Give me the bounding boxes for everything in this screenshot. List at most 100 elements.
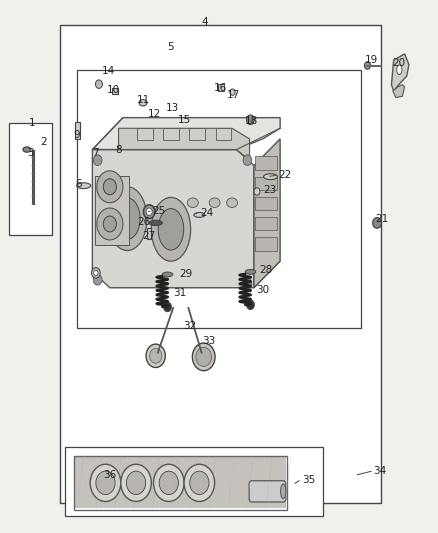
Polygon shape — [254, 139, 280, 288]
Bar — [10, 123, 52, 235]
Text: 28: 28 — [260, 265, 273, 275]
Bar — [255, 237, 277, 251]
Circle shape — [247, 115, 254, 125]
Bar — [60, 25, 381, 503]
Bar — [95, 176, 130, 245]
Ellipse shape — [245, 269, 256, 274]
Text: 35: 35 — [302, 475, 315, 485]
Circle shape — [96, 471, 115, 495]
Bar — [74, 456, 287, 510]
Ellipse shape — [162, 272, 173, 277]
FancyBboxPatch shape — [249, 481, 286, 502]
Circle shape — [103, 216, 117, 232]
Circle shape — [254, 188, 260, 195]
Text: 3: 3 — [27, 148, 34, 158]
Text: 10: 10 — [107, 85, 120, 95]
Text: 24: 24 — [200, 208, 213, 218]
Circle shape — [127, 471, 146, 495]
Text: 29: 29 — [180, 269, 193, 279]
Bar — [189, 128, 205, 140]
Circle shape — [97, 171, 123, 203]
Ellipse shape — [397, 65, 402, 75]
Circle shape — [184, 464, 215, 502]
Text: 30: 30 — [256, 285, 269, 295]
Text: 22: 22 — [278, 170, 291, 180]
Circle shape — [90, 464, 121, 502]
Text: 23: 23 — [263, 185, 276, 195]
Text: 18: 18 — [245, 116, 258, 126]
Bar — [255, 217, 277, 230]
Text: 14: 14 — [102, 67, 115, 76]
Ellipse shape — [187, 198, 198, 207]
Text: 26: 26 — [137, 217, 151, 227]
Text: 8: 8 — [115, 144, 122, 155]
Bar — [163, 128, 179, 140]
Ellipse shape — [264, 174, 278, 180]
Ellipse shape — [209, 198, 220, 207]
Bar — [255, 197, 277, 210]
Text: 16: 16 — [214, 83, 227, 93]
Circle shape — [93, 274, 102, 285]
Text: 9: 9 — [73, 130, 80, 140]
Text: 20: 20 — [392, 59, 406, 68]
Circle shape — [146, 208, 152, 215]
Circle shape — [190, 471, 209, 495]
Circle shape — [103, 179, 117, 195]
Text: 36: 36 — [103, 470, 117, 480]
Text: 34: 34 — [373, 466, 386, 475]
Circle shape — [121, 464, 151, 502]
Bar — [112, 88, 118, 94]
Circle shape — [144, 205, 155, 219]
Circle shape — [94, 270, 98, 276]
Bar — [255, 157, 277, 169]
Text: 2: 2 — [41, 137, 47, 147]
Bar — [74, 456, 286, 508]
Text: 1: 1 — [29, 118, 35, 128]
Text: 25: 25 — [152, 206, 166, 216]
Text: 19: 19 — [364, 55, 378, 65]
Circle shape — [243, 155, 252, 165]
Bar — [75, 122, 80, 139]
Text: 21: 21 — [375, 214, 389, 224]
Polygon shape — [119, 128, 250, 160]
Text: 31: 31 — [173, 287, 187, 297]
Circle shape — [92, 268, 100, 278]
Bar — [65, 447, 323, 516]
Circle shape — [159, 471, 178, 495]
Circle shape — [163, 302, 171, 312]
Text: 33: 33 — [202, 336, 215, 346]
Polygon shape — [392, 54, 409, 91]
Circle shape — [150, 349, 162, 364]
Text: 13: 13 — [166, 102, 179, 112]
Ellipse shape — [281, 484, 286, 499]
Ellipse shape — [139, 100, 147, 106]
Circle shape — [146, 344, 165, 368]
Ellipse shape — [77, 183, 91, 189]
Circle shape — [153, 464, 184, 502]
Bar — [148, 228, 151, 239]
Polygon shape — [92, 150, 254, 288]
Polygon shape — [393, 85, 405, 98]
Circle shape — [243, 278, 252, 289]
Text: 12: 12 — [148, 109, 161, 119]
Ellipse shape — [108, 187, 147, 251]
Circle shape — [93, 155, 102, 165]
Ellipse shape — [194, 213, 205, 217]
Bar — [77, 70, 361, 328]
Ellipse shape — [226, 198, 237, 207]
Circle shape — [97, 208, 123, 240]
Circle shape — [196, 348, 212, 367]
Ellipse shape — [158, 208, 184, 250]
Text: 4: 4 — [202, 17, 208, 27]
Ellipse shape — [115, 198, 140, 239]
Circle shape — [230, 89, 235, 95]
Bar — [137, 128, 152, 140]
Polygon shape — [92, 118, 280, 150]
Ellipse shape — [151, 197, 191, 261]
Text: 32: 32 — [183, 321, 196, 331]
Bar — [218, 84, 224, 91]
Text: 17: 17 — [227, 90, 240, 100]
Text: 6: 6 — [75, 179, 82, 189]
Text: 5: 5 — [168, 43, 174, 52]
Ellipse shape — [23, 147, 31, 152]
